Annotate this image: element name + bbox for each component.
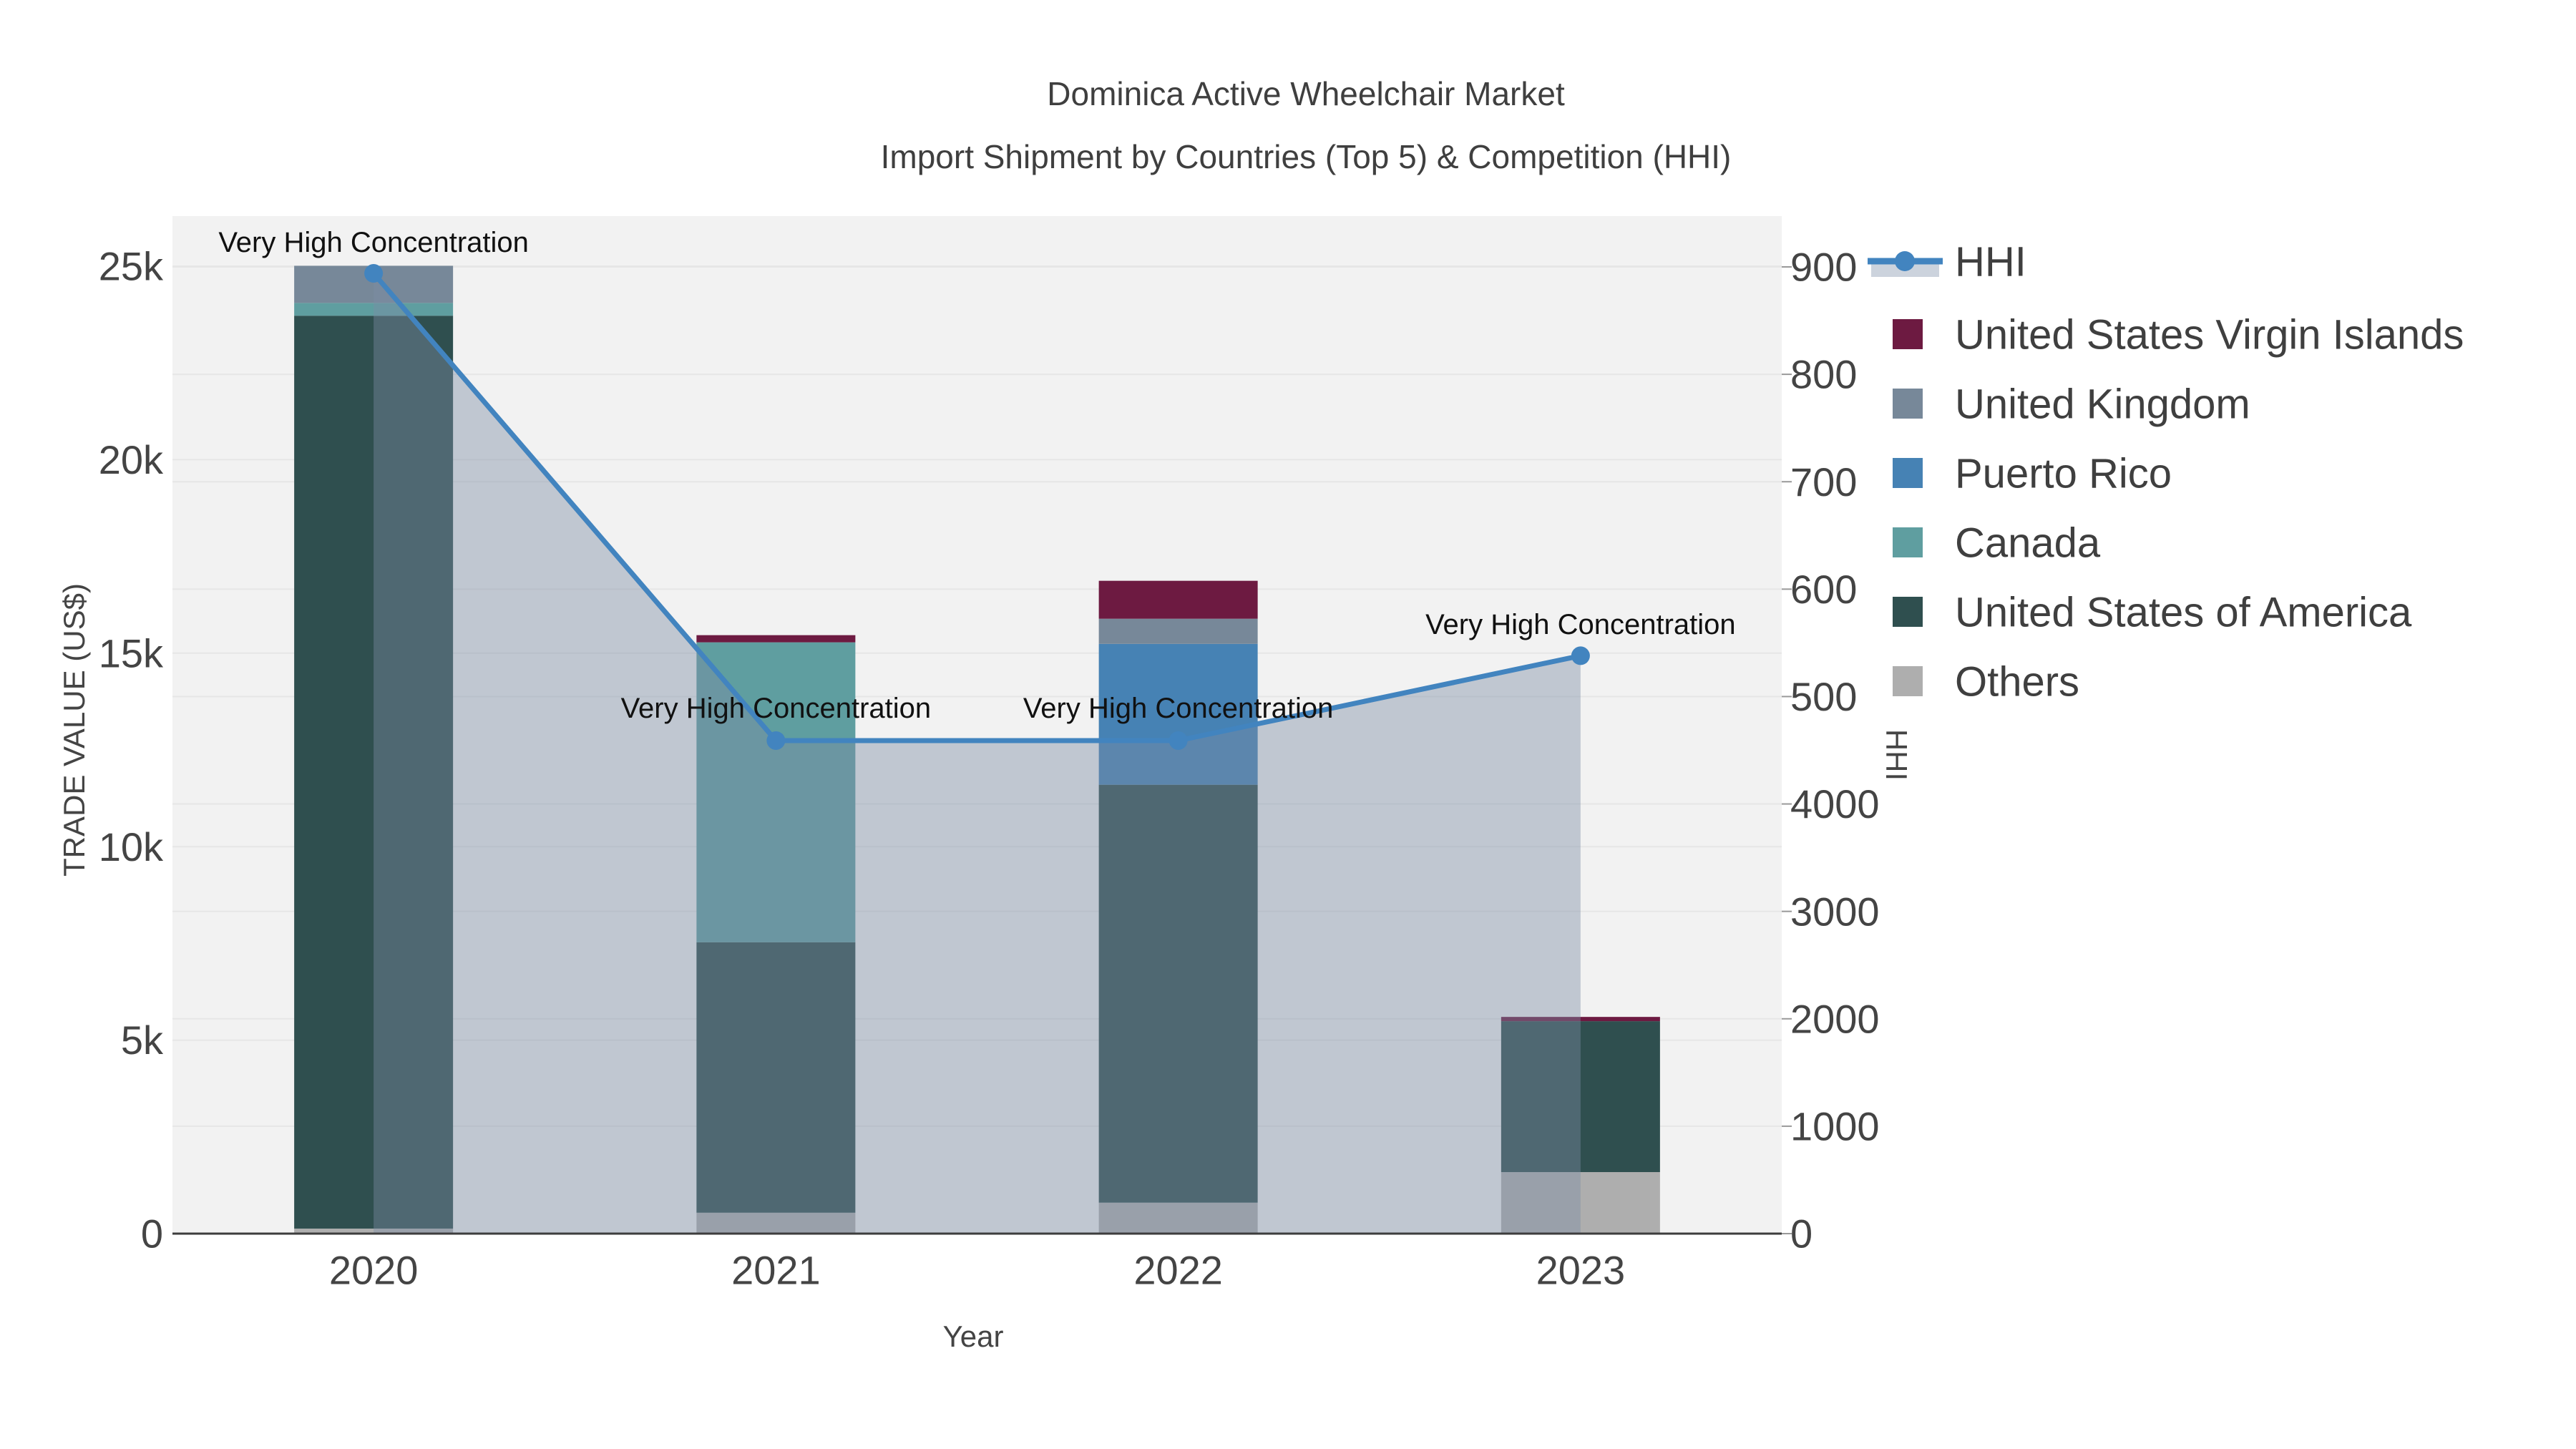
bar-segment-2023-united-states-virgin-islands[interactable] bbox=[1501, 1017, 1660, 1022]
legend-item-united-kingdom[interactable]: United Kingdom bbox=[1893, 381, 2250, 427]
legend-item-united-states-of-america[interactable]: United States of America bbox=[1893, 589, 2412, 635]
left-axis-label-15k: 15k bbox=[99, 630, 164, 675]
x-axis-label-2021: 2021 bbox=[731, 1248, 821, 1293]
chart-title-line1: Dominica Active Wheelchair Market bbox=[1047, 75, 1565, 112]
hhi-point-2021[interactable] bbox=[766, 731, 786, 750]
right-axis-label-0: 0 bbox=[1790, 1211, 1813, 1257]
legend-label: HHI bbox=[1955, 238, 2026, 285]
bar-segment-2020-united-states-of-america[interactable] bbox=[294, 316, 454, 1229]
x-axis-label-2023: 2023 bbox=[1536, 1248, 1626, 1293]
left-axis-label-0: 0 bbox=[141, 1211, 163, 1257]
right-axis-label-900: 900 bbox=[1790, 245, 1857, 290]
left-axis-label-10k: 10k bbox=[99, 824, 164, 869]
legend-swatch bbox=[1893, 389, 1923, 419]
left-axis-label-20k: 20k bbox=[99, 437, 164, 482]
legend-label: Canada bbox=[1955, 519, 2101, 566]
x-axis-label-2020: 2020 bbox=[329, 1248, 419, 1293]
bar-segment-2021-united-states-virgin-islands[interactable] bbox=[696, 635, 856, 643]
bar-segment-2020-others[interactable] bbox=[294, 1228, 454, 1234]
hhi-point-2020[interactable] bbox=[364, 264, 384, 283]
legend-swatch bbox=[1893, 666, 1923, 696]
bar-segment-2023-others[interactable] bbox=[1501, 1172, 1660, 1234]
legend-item-canada[interactable]: Canada bbox=[1893, 519, 2101, 566]
legend-label: United Kingdom bbox=[1955, 381, 2250, 427]
legend-hhi-marker bbox=[1895, 251, 1915, 271]
legend-swatch bbox=[1893, 319, 1923, 349]
bar-segment-2021-others[interactable] bbox=[696, 1212, 856, 1234]
bar-segment-2021-canada[interactable] bbox=[696, 642, 856, 942]
left-axis-label-25k: 25k bbox=[99, 244, 164, 289]
annotation-2023: Very High Concentration bbox=[1425, 609, 1736, 640]
legend-label: Puerto Rico bbox=[1955, 450, 2172, 497]
bar-segment-2022-united-states-of-america[interactable] bbox=[1098, 784, 1258, 1203]
hhi-point-2022[interactable] bbox=[1169, 731, 1188, 750]
right-axis-title: HHI bbox=[1880, 728, 1913, 781]
legend-label: Others bbox=[1955, 658, 2079, 705]
right-axis-label-4000: 4000 bbox=[1790, 781, 1880, 826]
left-axis-label-5k: 5k bbox=[121, 1018, 164, 1063]
left-axis-title: TRADE VALUE (US$) bbox=[57, 583, 91, 877]
hhi-area-fill bbox=[374, 273, 1581, 1234]
hhi-point-2023[interactable] bbox=[1571, 646, 1590, 665]
annotation-2021: Very High Concentration bbox=[621, 693, 932, 724]
bar-segment-2022-united-states-virgin-islands[interactable] bbox=[1098, 580, 1258, 619]
bar-segment-2022-others[interactable] bbox=[1098, 1202, 1258, 1234]
annotation-2020: Very High Concentration bbox=[218, 227, 529, 258]
bar-segment-2022-united-kingdom[interactable] bbox=[1098, 618, 1258, 644]
legend-item-united-states-virgin-islands[interactable]: United States Virgin Islands bbox=[1893, 311, 2464, 358]
legend-item-hhi[interactable]: HHI bbox=[1868, 238, 2026, 285]
bar-segment-2020-canada[interactable] bbox=[294, 303, 454, 316]
right-axis-label-2000: 2000 bbox=[1790, 996, 1880, 1041]
legend-swatch bbox=[1893, 458, 1923, 488]
legend-label: United States Virgin Islands bbox=[1955, 311, 2464, 358]
right-axis-label-700: 700 bbox=[1790, 459, 1857, 504]
right-axis-label-3000: 3000 bbox=[1790, 889, 1880, 934]
bar-segment-2023-united-states-of-america[interactable] bbox=[1501, 1021, 1660, 1173]
right-axis-label-800: 800 bbox=[1790, 352, 1857, 397]
legend-item-puerto-rico[interactable]: Puerto Rico bbox=[1893, 450, 2172, 497]
right-axis-label-500: 500 bbox=[1790, 674, 1857, 719]
x-axis-title: Year bbox=[942, 1319, 1004, 1353]
legend-label: United States of America bbox=[1955, 589, 2412, 635]
right-axis-label-600: 600 bbox=[1790, 567, 1857, 612]
hhi-line bbox=[371, 271, 1581, 743]
bar-series bbox=[294, 265, 1660, 1234]
chart-title-line2: Import Shipment by Countries (Top 5) & C… bbox=[880, 138, 1732, 175]
legend-swatch bbox=[1893, 527, 1923, 557]
legend-swatch bbox=[1893, 597, 1923, 627]
legend: HHI United States Virgin Islands United Ki… bbox=[1868, 238, 2464, 705]
bar-segment-2021-united-states-of-america[interactable] bbox=[696, 942, 856, 1213]
legend-item-others[interactable]: Others bbox=[1893, 658, 2079, 705]
annotation-2022: Very High Concentration bbox=[1023, 693, 1334, 724]
x-axis-label-2022: 2022 bbox=[1133, 1248, 1223, 1293]
bar-segment-2022-puerto-rico[interactable] bbox=[1098, 643, 1258, 785]
right-axis-label-1000: 1000 bbox=[1790, 1103, 1880, 1148]
